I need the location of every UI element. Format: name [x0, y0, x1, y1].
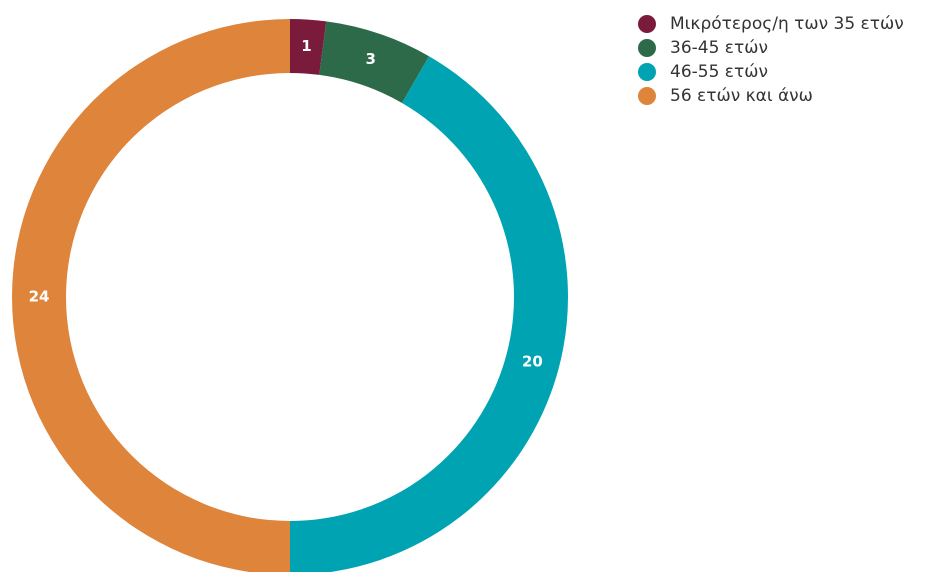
legend-swatch: [638, 63, 656, 81]
donut-slice: [12, 19, 290, 572]
donut-slice: [290, 19, 327, 75]
legend-swatch: [638, 15, 656, 33]
value-label: 1: [301, 37, 311, 55]
value-label: 3: [365, 50, 375, 68]
value-label: 20: [522, 352, 543, 370]
legend-text: Μικρότερος/η των 35 ετών: [670, 14, 904, 34]
donut-slice: [290, 56, 568, 572]
value-label: 24: [29, 288, 50, 306]
legend-swatch: [638, 87, 656, 105]
legend-text: 36-45 ετών: [670, 38, 768, 58]
legend-swatch: [638, 39, 656, 57]
legend-text: 56 ετών και άνω: [670, 86, 813, 106]
donut-slice: [319, 21, 429, 104]
legend-text: 46-55 ετών: [670, 62, 768, 82]
